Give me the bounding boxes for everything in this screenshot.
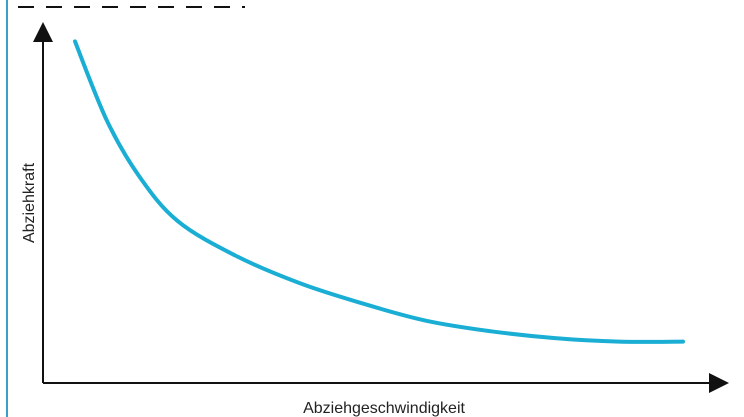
y-axis-label: Abziehkraft — [21, 162, 38, 243]
left-frame-border — [6, 0, 8, 417]
x-axis-label: Abziehgeschwindigkeit — [303, 400, 465, 417]
series-line — [73, 39, 685, 344]
